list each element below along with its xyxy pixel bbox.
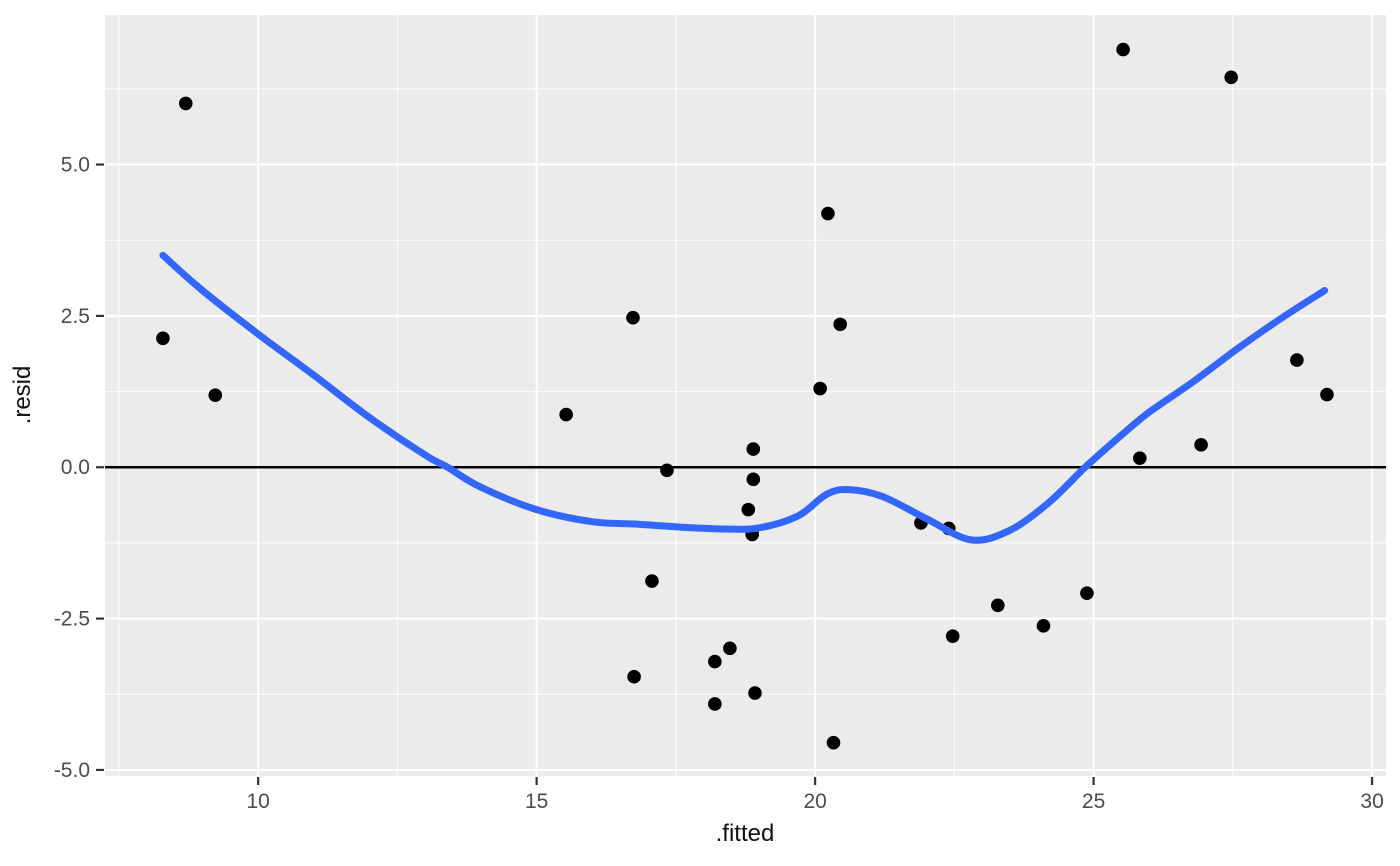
data-point xyxy=(178,96,193,111)
data-point xyxy=(708,654,722,669)
gridlines-minor xyxy=(105,15,1386,776)
y-tick-label: 0.0 xyxy=(61,456,90,479)
data-point xyxy=(1036,619,1051,633)
data-point xyxy=(1080,586,1094,600)
x-tick-label: 30 xyxy=(1360,790,1383,813)
data-point xyxy=(723,641,737,656)
data-point xyxy=(1290,353,1304,367)
data-point xyxy=(1320,387,1334,402)
data-point xyxy=(748,686,762,700)
data-point xyxy=(627,669,641,684)
data-point xyxy=(1116,42,1130,57)
data-point xyxy=(746,472,761,487)
y-tick-label: 2.5 xyxy=(61,305,90,328)
x-axis-title: .fitted xyxy=(716,820,775,847)
data-point xyxy=(741,502,756,517)
y-tick-label: -2.5 xyxy=(54,608,90,631)
data-point xyxy=(1194,438,1208,452)
y-axis-title: .resid xyxy=(9,366,36,425)
data-point xyxy=(660,463,674,478)
loess-smooth-line xyxy=(159,251,1329,544)
data-point xyxy=(833,317,847,332)
data-point xyxy=(708,697,722,711)
data-point xyxy=(626,310,640,325)
data-point xyxy=(559,407,573,422)
data-point xyxy=(813,381,827,396)
x-tick-label: 10 xyxy=(246,790,269,813)
x-tick-label: 25 xyxy=(1082,790,1105,813)
x-tick-label: 15 xyxy=(525,790,548,813)
axis-tick-labels: 10 15 20 25 30 5.0 2.5 0.0 -2.5 -5.0 xyxy=(54,154,1384,813)
y-tick-label: -5.0 xyxy=(54,759,90,782)
data-point xyxy=(156,331,170,346)
y-tick-label: 5.0 xyxy=(61,154,90,177)
data-point xyxy=(1133,451,1147,465)
data-point xyxy=(645,574,659,588)
data-point xyxy=(821,206,835,221)
axis-tick-marks xyxy=(96,163,1374,785)
data-point xyxy=(826,735,841,750)
data-point xyxy=(945,629,960,643)
data-point xyxy=(746,442,761,456)
data-point xyxy=(1224,70,1238,85)
data-point xyxy=(208,388,223,402)
x-tick-label: 20 xyxy=(803,790,826,813)
data-point xyxy=(991,598,1005,613)
panel-background xyxy=(105,15,1386,776)
